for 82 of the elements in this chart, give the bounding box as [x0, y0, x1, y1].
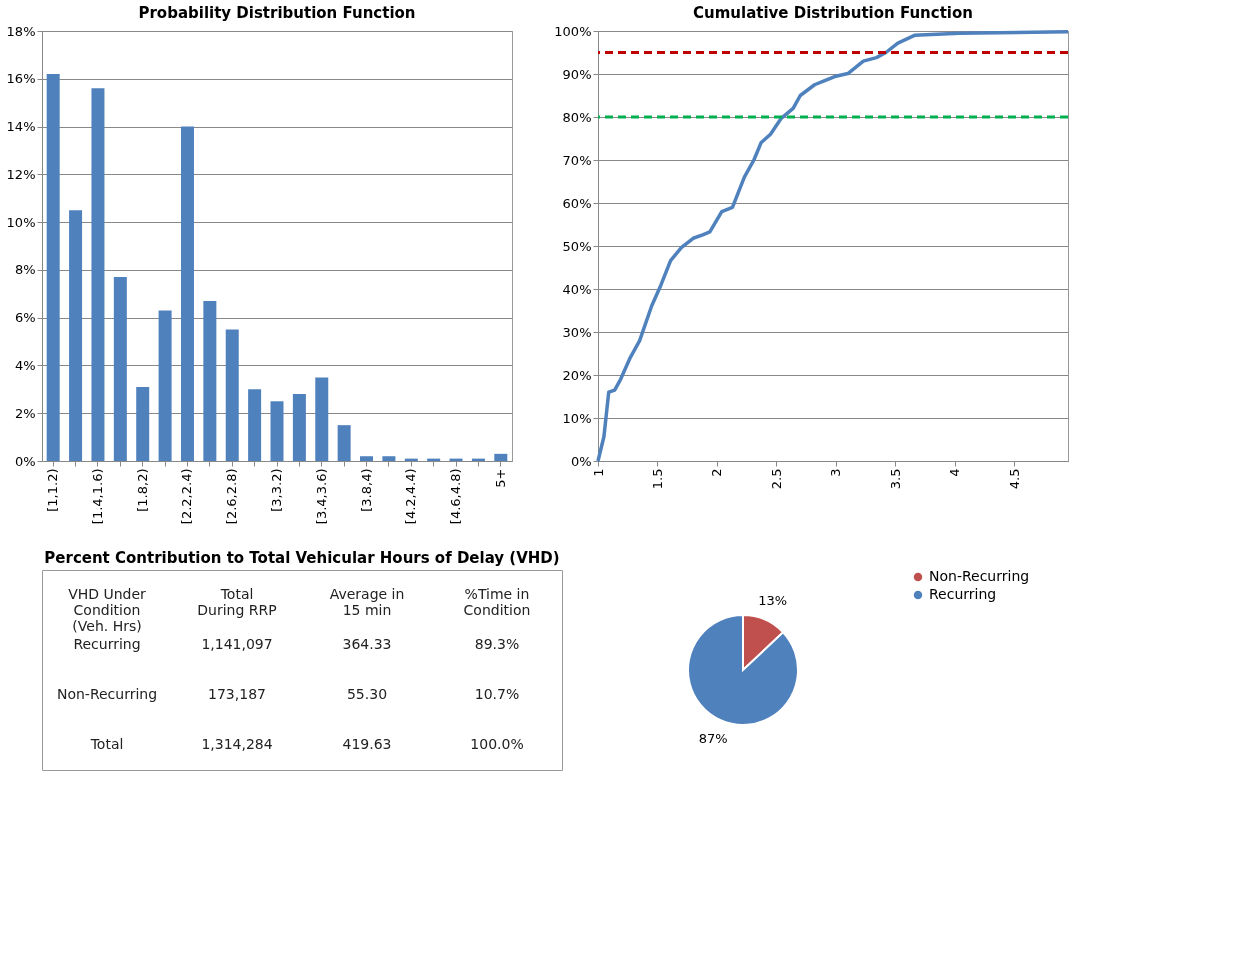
- y-tick-label: 10%: [6, 214, 36, 230]
- x-tick-label: [1.4,1.6): [89, 468, 105, 525]
- y-tick-label: 60%: [562, 195, 592, 211]
- y-tick-label: 80%: [562, 109, 592, 125]
- x-tick-label: 2.5: [768, 468, 784, 490]
- bar: [91, 88, 105, 461]
- x-tick-label: 5+: [492, 468, 508, 488]
- data-label: 13%: [758, 593, 788, 609]
- y-tick-label: 10%: [562, 410, 592, 426]
- x-tick-label: [3,3.2): [269, 468, 284, 512]
- bar: [180, 126, 194, 461]
- chart-title: Cumulative Distribution Function: [693, 4, 973, 22]
- bar: [494, 453, 508, 461]
- y-tick-label: 90%: [562, 66, 592, 82]
- bar: [225, 329, 239, 461]
- bar: [248, 389, 262, 461]
- text: Non-Recurring: [56, 686, 158, 702]
- y-tick-label: 70%: [562, 152, 592, 168]
- text: 1,141,097: [201, 636, 273, 652]
- y-tick-label: 14%: [6, 119, 36, 135]
- bar: [46, 74, 60, 461]
- y-tick-label: 0%: [14, 453, 36, 469]
- text: 173,187: [208, 686, 266, 702]
- y-tick-label: 20%: [562, 367, 592, 383]
- text: 55.30: [346, 686, 388, 702]
- text: Total During RRP: [197, 586, 277, 618]
- x-tick-label: 1: [590, 468, 606, 477]
- y-tick-label: 12%: [6, 166, 36, 182]
- x-tick-label: [3.8,4): [358, 468, 374, 512]
- text: VHD Under Condition (Veh. Hrs): [68, 586, 147, 634]
- y-tick-label: 4%: [14, 357, 36, 373]
- text: 419.63: [342, 736, 392, 752]
- bar: [158, 310, 172, 461]
- x-tick-label: 3.5: [887, 468, 903, 490]
- x-tick-label: 2: [709, 468, 725, 477]
- text: Recurring: [73, 636, 141, 652]
- y-tick-label: 30%: [562, 324, 592, 340]
- legend-label: Non-Recurring: [929, 568, 1030, 584]
- bar: [292, 394, 306, 461]
- x-tick-label: [1.8,2): [134, 468, 150, 512]
- bar: [337, 425, 351, 461]
- x-tick-label: [4.2,4.4): [403, 468, 419, 525]
- chart-title: Probability Distribution Function: [138, 4, 416, 22]
- text: 10.7%: [474, 686, 520, 702]
- text: Percent Contribution to Total Vehicular Hours of Delay (VHD): [44, 549, 560, 567]
- y-tick-label: 50%: [562, 238, 592, 254]
- x-tick-label: [3.4,3.6): [313, 468, 329, 525]
- text: 100.0%: [470, 736, 524, 752]
- text: 364.33: [342, 636, 392, 652]
- text: Average in 15 min: [329, 586, 405, 618]
- y-tick-label: 18%: [6, 23, 36, 39]
- line-series: [596, 30, 1070, 463]
- y-tick-label: 0%: [570, 453, 592, 469]
- bar: [382, 456, 396, 461]
- text: Total: [89, 736, 124, 752]
- y-tick-label: 6%: [14, 310, 36, 326]
- bar: [203, 300, 217, 461]
- data-label: 87%: [698, 730, 728, 746]
- x-tick-label: [2.2,2.4): [179, 468, 195, 525]
- text: 89.3%: [474, 636, 520, 652]
- bar: [69, 210, 83, 461]
- x-tick-label: 4: [947, 468, 963, 477]
- y-tick-label: 100%: [554, 23, 592, 39]
- bar: [315, 377, 329, 461]
- legend-label: Recurring: [929, 586, 997, 602]
- x-tick-label: [4.6,4.8): [448, 468, 464, 525]
- y-tick-label: 16%: [6, 71, 36, 87]
- bar: [136, 386, 150, 461]
- x-tick-label: [1,1.2): [45, 468, 61, 512]
- bar: [360, 456, 374, 461]
- pie-slice: [687, 614, 799, 726]
- y-tick-label: 2%: [14, 405, 36, 421]
- text: %Time in Condition: [463, 586, 531, 618]
- y-tick-label: 40%: [562, 281, 592, 297]
- x-tick-label: 4.5: [1006, 468, 1022, 490]
- x-tick-label: [2.6,2.8): [224, 468, 240, 525]
- bar: [270, 401, 284, 461]
- x-tick-label: 3: [828, 468, 844, 477]
- y-tick-label: 8%: [14, 262, 36, 278]
- bar: [113, 277, 127, 461]
- text: 1,314,284: [201, 736, 273, 752]
- x-tick-label: 1.5: [649, 468, 665, 490]
